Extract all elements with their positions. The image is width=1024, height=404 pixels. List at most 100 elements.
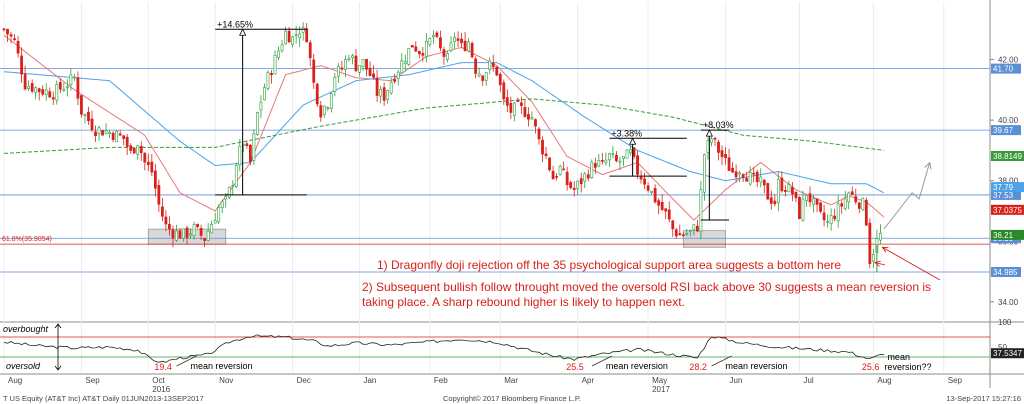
candle-body xyxy=(111,132,115,140)
candle-body xyxy=(203,237,207,241)
candle-body xyxy=(787,184,791,193)
annotation-1-arrow-head xyxy=(873,260,881,267)
candle-body xyxy=(118,133,122,136)
candle-body xyxy=(551,170,555,180)
candle-body xyxy=(695,225,699,232)
last-value-bg xyxy=(991,151,1024,162)
candle-body xyxy=(136,145,140,155)
candle-body xyxy=(741,174,745,178)
candle-body xyxy=(48,91,52,98)
candle-body xyxy=(231,185,235,187)
footer-center: Copyright© 2017 Bloomberg Finance L.P. xyxy=(443,394,581,403)
candle-body xyxy=(699,189,703,232)
candle-body xyxy=(593,163,597,168)
month-label: Oct xyxy=(152,376,165,385)
candle-body xyxy=(537,128,541,140)
candle-body xyxy=(604,159,608,163)
candle-body xyxy=(87,111,90,122)
candle-body xyxy=(879,232,882,241)
candle-body xyxy=(270,73,273,76)
last-value-bg xyxy=(991,204,1024,215)
candle-body xyxy=(287,30,291,43)
candle-body xyxy=(752,172,756,175)
annotation-2-arrow-head xyxy=(881,246,889,253)
projection-path xyxy=(883,162,931,230)
candle-body xyxy=(484,72,488,81)
candle-body xyxy=(6,29,9,35)
candle-body xyxy=(94,131,97,136)
rsi-low-label: 28.2 xyxy=(689,362,707,372)
candle-body xyxy=(629,149,632,154)
last-value-label: 36.21 xyxy=(993,231,1014,240)
candle-body xyxy=(847,192,851,203)
candle-body xyxy=(97,127,101,134)
candle-body xyxy=(34,87,38,93)
candle-body xyxy=(143,152,147,163)
candle-body xyxy=(108,132,111,134)
candle-body xyxy=(706,140,710,153)
candle-body xyxy=(625,149,629,159)
candle-body xyxy=(615,154,618,162)
candle-body xyxy=(611,153,615,155)
candle-body xyxy=(227,186,231,198)
candle-body xyxy=(55,84,59,101)
candle-body xyxy=(358,65,361,73)
candle-body xyxy=(315,83,319,105)
candle-body xyxy=(509,102,513,113)
candle-body xyxy=(252,133,256,161)
annotation-line-3: taking place. A sharp rebound higher is … xyxy=(362,295,685,309)
footer-right: 13-Sep-2017 15:27:16 xyxy=(946,394,1021,403)
mean-reversion-arrow xyxy=(591,355,613,367)
candle-body xyxy=(671,220,675,230)
level-label-bg xyxy=(991,63,1021,74)
candle-body xyxy=(90,118,94,131)
candle-body xyxy=(347,58,351,61)
candle-body xyxy=(505,97,509,106)
candle-body xyxy=(351,55,354,58)
candle-body xyxy=(305,28,309,43)
candle-body xyxy=(386,90,390,100)
candle-body xyxy=(544,153,548,157)
projection-arrow-head xyxy=(924,161,932,170)
candle-body xyxy=(115,130,119,143)
candle-body xyxy=(73,76,76,79)
candle-body xyxy=(421,53,425,56)
candle-body xyxy=(301,27,305,33)
candle-body xyxy=(449,42,453,51)
candle-body xyxy=(382,87,386,101)
candle-body xyxy=(245,143,249,146)
candle-body xyxy=(769,197,773,204)
level-label: 34.985 xyxy=(993,268,1018,277)
candle-body xyxy=(516,99,520,102)
mean-reversion-label: reversion?? xyxy=(884,362,931,372)
annotation-1-arrow xyxy=(874,262,886,266)
candle-body xyxy=(375,77,379,96)
candle-body xyxy=(555,176,558,178)
candle-body xyxy=(456,38,460,41)
candle-body xyxy=(713,137,717,140)
candle-body xyxy=(745,178,749,182)
candle-body xyxy=(146,161,150,166)
mean-reversion-arrow xyxy=(176,355,197,367)
candle-body xyxy=(717,141,720,153)
level-label-bg xyxy=(991,266,1021,277)
candle-body xyxy=(308,42,312,59)
candle-body xyxy=(801,198,805,221)
month-label: Feb xyxy=(434,376,448,385)
candle-body xyxy=(220,201,224,208)
gain-arrow-head xyxy=(238,28,247,36)
level-label: 41.70 xyxy=(993,65,1014,74)
rsi-line xyxy=(3,334,884,363)
candle-body xyxy=(477,73,481,77)
candle-body xyxy=(836,203,840,222)
candle-body xyxy=(199,228,203,236)
y-tick-label: 38.00 xyxy=(998,177,1019,186)
candle-body xyxy=(372,73,375,78)
candle-body xyxy=(125,136,129,147)
candle-body xyxy=(122,135,126,139)
candle-body xyxy=(688,229,692,232)
last-value-label: 37.0375 xyxy=(993,206,1022,215)
candle-body xyxy=(446,53,449,60)
y-tick-label: 42.00 xyxy=(998,56,1019,65)
